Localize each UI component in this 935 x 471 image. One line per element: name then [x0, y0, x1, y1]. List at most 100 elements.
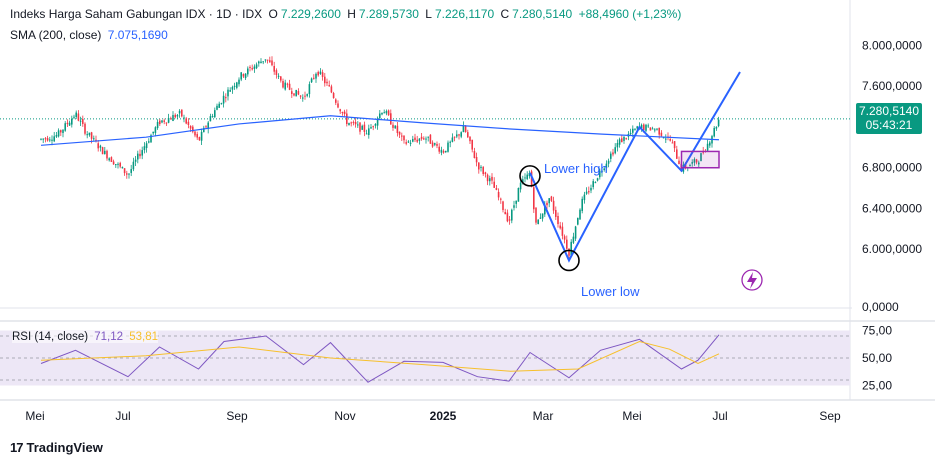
- candle-body: [40, 138, 42, 140]
- candle-body: [632, 128, 634, 133]
- candle-body: [572, 236, 575, 243]
- candle-body: [471, 139, 473, 150]
- candle-body: [156, 121, 159, 129]
- candle-body: [363, 124, 366, 132]
- zigzag-drawing: [529, 71, 741, 263]
- rsi-legend[interactable]: RSI (14, close) 71,12 53,81: [12, 331, 159, 343]
- candle-body: [519, 182, 522, 190]
- candle-body: [335, 99, 337, 103]
- candle-body: [385, 111, 388, 114]
- candle-body: [172, 115, 174, 121]
- candle-body: [284, 82, 286, 90]
- candle-body: [79, 120, 82, 122]
- candle-body: [73, 116, 75, 118]
- candle-body: [548, 198, 550, 204]
- candle-body: [409, 142, 412, 144]
- candle-body: [108, 158, 110, 161]
- time-tick-label: Mar: [533, 409, 554, 423]
- symbol-title[interactable]: Indeks Harga Saham Gabungan IDX · 1D · I…: [10, 7, 263, 21]
- open-label: O: [268, 7, 278, 21]
- candle-body: [429, 134, 432, 144]
- candle-body: [418, 138, 421, 141]
- candle-body: [271, 60, 273, 66]
- candle-body: [348, 122, 350, 126]
- candle-body: [280, 76, 282, 81]
- candle-body: [75, 112, 77, 118]
- candle-body: [240, 72, 242, 80]
- lightning-icon: [741, 269, 763, 291]
- open-value: 7.229,2600: [280, 7, 341, 21]
- candle-body: [354, 122, 357, 125]
- price-tick-label: 7.600,0000: [862, 79, 922, 93]
- candle-body: [431, 142, 434, 147]
- candle-body: [524, 177, 526, 179]
- sma-200-line: [40, 115, 720, 146]
- candle-body: [60, 130, 62, 133]
- candle-body: [161, 120, 163, 123]
- candle-body: [238, 79, 240, 85]
- candle-body: [660, 132, 663, 136]
- candle-body: [123, 168, 126, 174]
- candle-body: [693, 159, 696, 163]
- lower-high-label: Lower high: [544, 161, 608, 176]
- rsi-tick-label: 25,00: [862, 379, 892, 393]
- candle-body: [101, 147, 104, 155]
- candle-body: [148, 141, 150, 143]
- time-tick-label: Sep: [819, 409, 841, 423]
- candle-body: [495, 188, 498, 190]
- candle-body: [346, 113, 348, 125]
- candle-body: [370, 127, 372, 129]
- candle-body: [621, 138, 623, 143]
- candle-body: [557, 215, 559, 225]
- candle-body: [709, 142, 711, 146]
- candle-body: [97, 143, 99, 149]
- candle-body: [220, 103, 223, 105]
- price-tick-label: 8.000,0000: [862, 38, 922, 52]
- candle-body: [590, 187, 592, 191]
- candle-body: [319, 71, 322, 74]
- candle-body: [440, 149, 443, 153]
- candle-body: [651, 128, 654, 130]
- candle-body: [425, 138, 427, 140]
- candle-body: [671, 142, 674, 144]
- candle-body: [676, 149, 678, 159]
- candle-body: [640, 124, 643, 129]
- candle-body: [581, 198, 583, 211]
- candle-body: [203, 127, 205, 133]
- candle-body: [90, 132, 93, 139]
- candle-body: [321, 72, 324, 77]
- candle-body: [550, 196, 553, 201]
- candle-body: [526, 174, 528, 180]
- candle-body: [86, 134, 88, 136]
- candle-body: [381, 112, 383, 115]
- candle-body: [717, 119, 720, 127]
- candle-body: [480, 166, 482, 168]
- candle-body: [522, 179, 524, 184]
- ohlc-close: C 7.280,5140: [501, 7, 573, 21]
- ohlc-open: O 7.229,2600: [268, 7, 340, 21]
- candle-body: [229, 90, 231, 92]
- candle-body: [189, 125, 192, 129]
- candle-body: [412, 139, 414, 142]
- candle-body: [139, 153, 141, 157]
- candle-body: [475, 157, 478, 163]
- tradingview-logo[interactable]: 17 TradingView: [10, 440, 103, 455]
- candle-body: [106, 150, 108, 159]
- candles: [40, 56, 720, 260]
- sma-legend[interactable]: SMA (200, close) 7.075,1690: [10, 28, 168, 42]
- candle-body: [55, 135, 58, 137]
- candle-body: [251, 68, 253, 70]
- candle-body: [192, 126, 194, 132]
- price-tick-label: 6.800,0000: [862, 161, 922, 175]
- rsi-ma-line: [40, 340, 720, 372]
- candle-body: [451, 137, 454, 142]
- candle-body: [222, 95, 225, 104]
- candle-body: [328, 85, 330, 87]
- candle-body: [689, 165, 691, 167]
- candle-body: [130, 169, 132, 173]
- candle-body: [445, 150, 447, 153]
- candle-body: [605, 163, 608, 169]
- time-tick-label: Mei: [622, 409, 641, 423]
